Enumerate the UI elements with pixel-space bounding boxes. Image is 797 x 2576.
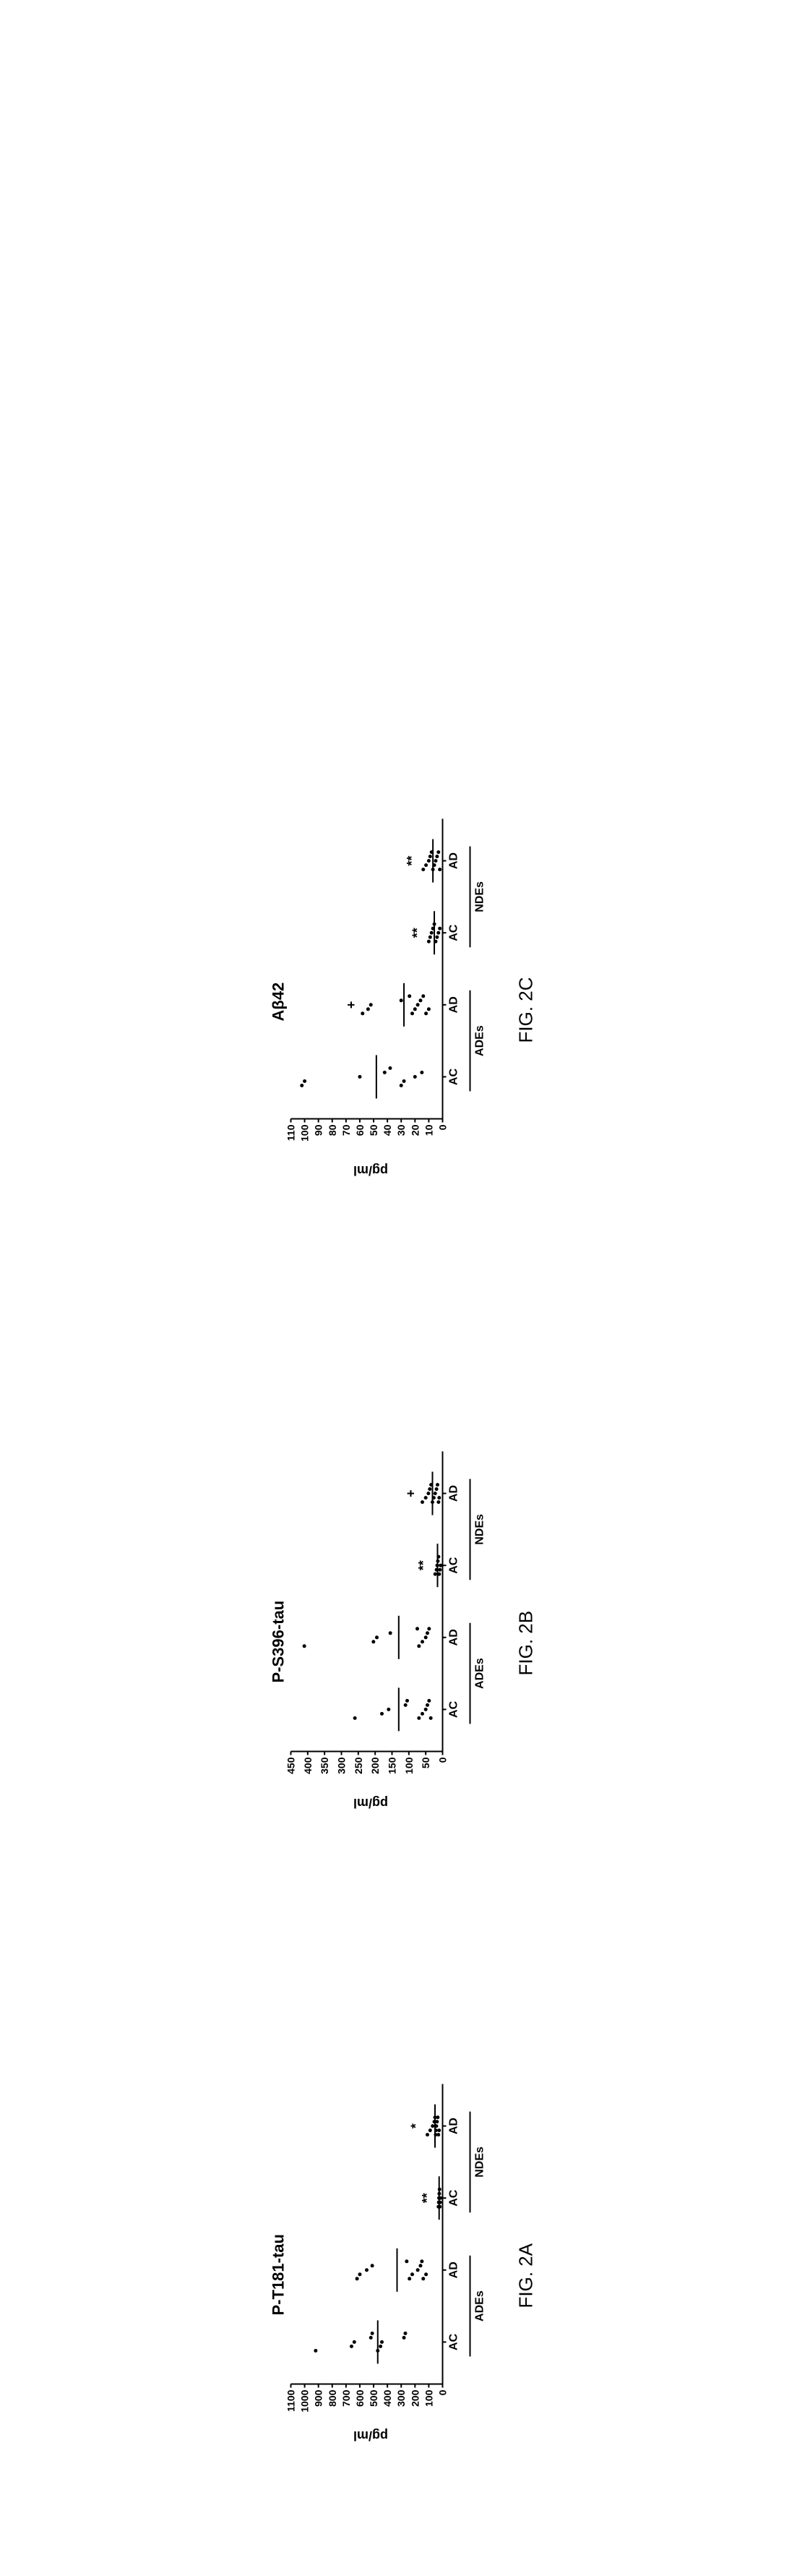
svg-text:NDEs: NDEs	[474, 881, 486, 912]
panel-b: P-S396-tau pg/ml 05010015020025030035040…	[270, 1416, 508, 1813]
svg-text:20: 20	[409, 1124, 421, 1136]
svg-text:AD: AD	[448, 2118, 460, 2134]
svg-text:0: 0	[437, 2389, 449, 2395]
svg-text:350: 350	[319, 1757, 330, 1774]
caption-a: FIG. 2A	[515, 2243, 538, 2308]
svg-text:80: 80	[327, 1124, 338, 1136]
svg-text:**: **	[410, 928, 424, 938]
svg-text:300: 300	[395, 2389, 407, 2407]
svg-text:450: 450	[285, 1757, 297, 1774]
svg-text:400: 400	[302, 1757, 314, 1774]
svg-text:700: 700	[340, 2389, 352, 2407]
svg-text:ADEs: ADEs	[474, 1658, 486, 1689]
svg-text:ADEs: ADEs	[474, 2290, 486, 2322]
svg-text:500: 500	[368, 2389, 379, 2407]
svg-text:100: 100	[403, 1757, 415, 1774]
ylabel-b: pg/ml	[353, 1795, 388, 1810]
chart-svg-c: 0102030405060708090100110 AC AD AC AD ADEs NDE…	[284, 797, 508, 1159]
svg-text:200: 200	[409, 2389, 421, 2407]
svg-text:1100: 1100	[285, 2389, 297, 2412]
svg-text:800: 800	[327, 2389, 338, 2407]
svg-text:AC: AC	[448, 1700, 460, 1718]
svg-text:AC: AC	[448, 2333, 460, 2350]
svg-text:AC: AC	[448, 1068, 460, 1085]
svg-text:**: **	[416, 1560, 431, 1570]
chart-svg-b: 0 50 100 150 200 250 300 350 400 450 AC AD AC AD ADEs N…	[284, 1430, 508, 1792]
svg-text:60: 60	[354, 1124, 366, 1136]
svg-text:AD: AD	[448, 996, 460, 1013]
svg-text:0: 0	[437, 1757, 449, 1763]
panel-c-container: Aβ42 pg/ml 0102030405060708090100110ACAD…	[270, 0, 508, 1311]
svg-text:600: 600	[354, 2389, 366, 2407]
svg-text:1000: 1000	[299, 2389, 311, 2412]
svg-text:+: +	[344, 1001, 358, 1009]
svg-text:70: 70	[340, 1124, 352, 1136]
caption-c: FIG. 2C	[515, 977, 538, 1043]
svg-text:40: 40	[382, 1124, 393, 1136]
panel-a: P-T181-tau pg/ml 01002003004005006007008…	[270, 2048, 508, 2446]
svg-text:300: 300	[336, 1757, 348, 1774]
svg-text:*: *	[409, 2123, 423, 2128]
svg-text:100: 100	[423, 2389, 434, 2407]
svg-text:0: 0	[437, 1124, 449, 1130]
panel-c: Aβ42 pg/ml 0102030405060708090100110ACAD…	[270, 783, 508, 1181]
svg-text:100: 100	[299, 1124, 311, 1142]
svg-text:+: +	[404, 1489, 418, 1497]
svg-text:AD: AD	[448, 2262, 460, 2278]
svg-text:**: **	[405, 856, 419, 866]
svg-text:900: 900	[313, 2389, 324, 2407]
ylabel-c: pg/ml	[353, 1163, 388, 1178]
svg-text:200: 200	[369, 1757, 381, 1774]
svg-text:110: 110	[285, 1124, 297, 1141]
svg-text:ADEs: ADEs	[474, 1025, 486, 1056]
svg-text:250: 250	[353, 1757, 364, 1774]
svg-text:150: 150	[387, 1757, 398, 1774]
svg-text:**: **	[420, 2193, 434, 2203]
svg-text:50: 50	[368, 1124, 379, 1136]
ylabel-a: pg/ml	[353, 2428, 388, 2443]
caption-b: FIG. 2B	[515, 1611, 538, 1676]
svg-text:AC: AC	[448, 2189, 460, 2207]
svg-text:90: 90	[313, 1124, 324, 1136]
svg-text:30: 30	[395, 1124, 407, 1136]
svg-text:AC: AC	[448, 1557, 460, 1574]
svg-text:AD: AD	[448, 852, 460, 869]
svg-text:AC: AC	[448, 924, 460, 941]
chart-svg-a: 010020030040050060070080090010001100 AC AD…	[284, 2063, 508, 2424]
svg-text:NDEs: NDEs	[474, 2147, 486, 2178]
svg-text:AD: AD	[448, 1629, 460, 1646]
svg-text:10: 10	[423, 1124, 434, 1136]
svg-text:50: 50	[420, 1757, 431, 1768]
svg-text:400: 400	[382, 2389, 393, 2407]
svg-text:NDEs: NDEs	[474, 1514, 486, 1545]
svg-text:AD: AD	[448, 1485, 460, 1502]
